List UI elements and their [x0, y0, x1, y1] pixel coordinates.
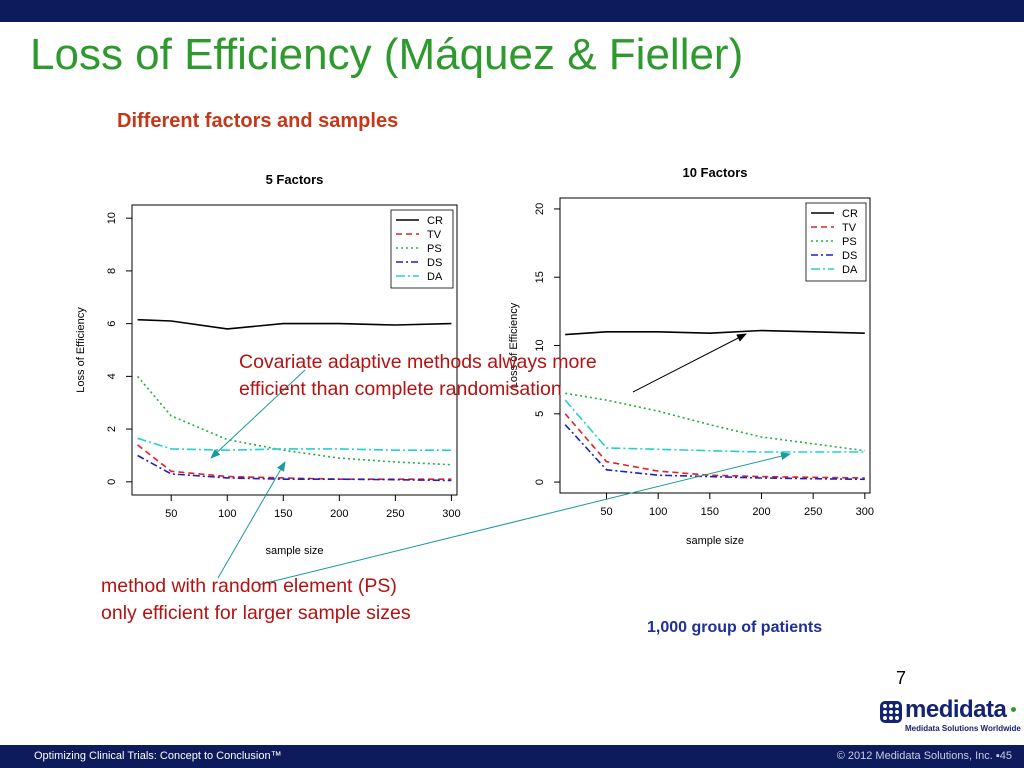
- chart-5-factors: 5 Factors 50 100 150 200 250 300 0 2 4 6 8 10 sample …: [75, 172, 461, 557]
- y-axis-label: Loss of Efficiency: [508, 302, 520, 388]
- y-tick-label: 0: [534, 479, 546, 485]
- medidata-logo: medidata Medidata Solutions Worldwide: [880, 696, 1021, 736]
- footer-bar: Optimizing Clinical Trials: Concept to C…: [0, 745, 1024, 768]
- slide-subtitle: Different factors and samples: [117, 110, 399, 132]
- series-line-tv: [564, 413, 865, 479]
- legend-label-ds: DS: [427, 257, 442, 269]
- logo-grid-icon: [880, 701, 902, 723]
- x-tick-label: 50: [600, 506, 612, 518]
- x-tick-label: 300: [442, 508, 460, 520]
- y-tick-label: 0: [106, 479, 118, 485]
- x-tick-label: 100: [218, 508, 236, 520]
- footer-title: Optimizing Clinical Trials: Concept to C…: [34, 750, 282, 762]
- legend-label-da: DA: [842, 264, 858, 276]
- x-tick-label: 250: [386, 508, 404, 520]
- arrow-to-5f-ps: [217, 461, 286, 579]
- top-bar: [0, 0, 1024, 22]
- series-line-ds: [137, 454, 452, 482]
- x-tick-label: 200: [752, 506, 770, 518]
- chart-title: 10 Factors: [682, 165, 747, 180]
- x-tick-label: 100: [649, 506, 667, 518]
- footnote-patients: 1,000 group of patients: [647, 619, 823, 636]
- series-line-tv: [137, 444, 452, 481]
- legend-label-cr: CR: [842, 208, 858, 220]
- series-line-ps: [565, 392, 865, 452]
- y-axis-label: Loss of Efficiency: [75, 307, 87, 393]
- footer-copyright: © 2012 Medidata Solutions, Inc. ▪45: [836, 750, 1012, 762]
- y-tick-label: 2: [106, 426, 118, 432]
- x-tick-label: 150: [701, 506, 719, 518]
- legend-label-cr: CR: [427, 215, 443, 227]
- chart-10-factors: 10 Factors 50 100 150 200 250 300 0 5 10 15 20 sampl…: [508, 165, 874, 547]
- series-line-da: [137, 437, 452, 452]
- chart-title: 5 Factors: [266, 172, 324, 187]
- series-line-ps: [136, 375, 452, 466]
- y-tick-label: 4: [106, 373, 118, 379]
- x-tick-label: 200: [330, 508, 348, 520]
- y-tick-label: 8: [106, 268, 118, 274]
- legend-label-ps: PS: [427, 243, 442, 255]
- x-tick-label: 300: [856, 506, 874, 518]
- x-tick-label: 150: [274, 508, 292, 520]
- arrow-to-5f-da: [210, 369, 306, 459]
- x-axis-label: sample size: [686, 535, 744, 547]
- legend-label-ds: DS: [842, 250, 857, 262]
- annotation-random-line-2: only efficient for larger sample sizes: [101, 602, 411, 624]
- x-axis-label: sample size: [265, 545, 323, 557]
- y-tick-label: 20: [534, 203, 546, 215]
- legend-box: [805, 202, 867, 282]
- logo-text: medidata: [905, 696, 1007, 723]
- y-tick-label: 6: [106, 321, 118, 327]
- annotation-covariate-line-1: Covariate adaptive methods always more: [239, 351, 597, 373]
- series-line-da: [564, 399, 865, 453]
- x-tick-label: 50: [165, 508, 177, 520]
- plot-frame: [131, 204, 458, 496]
- logo-accent-dot: [1011, 707, 1016, 712]
- annotation-random-line-1: method with random element (PS): [101, 575, 397, 597]
- logo-tagline: Medidata Solutions Worldwide: [905, 724, 1021, 733]
- legend-label-tv: TV: [427, 229, 442, 241]
- series-line-ds: [564, 424, 865, 481]
- x-tick-label: 250: [804, 506, 822, 518]
- y-tick-label: 5: [534, 411, 546, 417]
- y-tick-label: 10: [534, 339, 546, 351]
- y-tick-label: 10: [106, 212, 118, 224]
- arrow-to-10f-cr: [632, 333, 747, 393]
- annotation-covariate-line-2: efficient than complete randomisation: [239, 378, 562, 400]
- legend-box: [390, 209, 454, 289]
- arrow-to-10f-ps: [257, 452, 791, 586]
- page-number: 7: [896, 668, 907, 688]
- legend-label-ps: PS: [842, 236, 857, 248]
- slide-title: Loss of Efficiency (Máquez & Fieller): [30, 30, 744, 79]
- y-tick-label: 15: [534, 271, 546, 283]
- annotation-covariate: Covariate adaptive methods always more e…: [239, 349, 597, 403]
- legend-label-da: DA: [427, 271, 443, 283]
- annotation-random-element: method with random element (PS) only eff…: [101, 573, 411, 627]
- series-line-cr: [565, 329, 865, 336]
- legend-label-tv: TV: [842, 222, 857, 234]
- series-line-cr: [137, 318, 452, 330]
